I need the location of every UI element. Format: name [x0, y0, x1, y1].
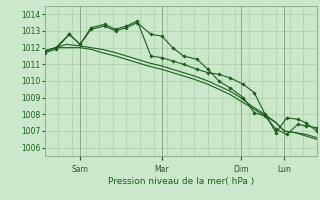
- X-axis label: Pression niveau de la mer( hPa ): Pression niveau de la mer( hPa ): [108, 177, 254, 186]
